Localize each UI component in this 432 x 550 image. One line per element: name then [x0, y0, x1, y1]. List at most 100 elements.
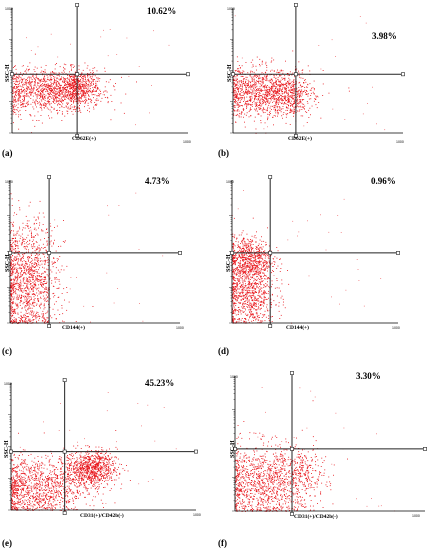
data-point	[83, 87, 85, 89]
data-point	[19, 94, 20, 96]
data-point	[42, 230, 44, 232]
data-point	[279, 70, 281, 72]
data-point	[302, 69, 304, 71]
data-point	[277, 112, 279, 114]
data-point	[19, 290, 21, 292]
data-point	[21, 88, 22, 90]
data-point	[73, 96, 75, 98]
data-point	[256, 107, 257, 109]
data-point	[266, 75, 267, 77]
data-point	[77, 106, 79, 108]
data-point	[274, 110, 276, 112]
data-point	[237, 109, 239, 110]
data-point	[33, 69, 35, 71]
data-point	[263, 108, 264, 110]
data-point	[54, 278, 56, 280]
data-point	[35, 248, 37, 250]
data-point	[51, 263, 53, 265]
data-point	[242, 260, 244, 262]
data-point	[30, 253, 32, 255]
data-point	[47, 261, 49, 263]
data-point	[51, 282, 53, 284]
data-point	[292, 72, 294, 74]
data-point	[85, 98, 87, 100]
data-point	[322, 95, 324, 96]
data-point	[31, 236, 33, 238]
data-point	[28, 251, 29, 253]
data-point	[276, 107, 278, 109]
data-point	[44, 88, 45, 90]
data-point	[292, 112, 294, 114]
data-point	[42, 94, 44, 96]
data-point	[81, 95, 83, 97]
data-point	[255, 105, 256, 107]
data-point	[59, 107, 61, 109]
data-point	[74, 76, 76, 78]
data-point	[74, 87, 76, 89]
data-point	[277, 99, 279, 101]
data-point	[22, 65, 24, 67]
data-point	[68, 95, 70, 96]
data-point	[27, 88, 29, 90]
data-point	[242, 244, 244, 246]
data-point	[11, 250, 12, 252]
data-point	[38, 247, 40, 249]
data-point	[30, 87, 32, 89]
data-point	[47, 269, 49, 271]
data-point	[46, 289, 48, 290]
data-point	[136, 81, 137, 83]
data-point	[260, 83, 262, 85]
data-point	[267, 109, 268, 111]
data-point	[233, 79, 235, 81]
data-point	[61, 92, 63, 94]
data-point	[26, 86, 28, 87]
data-point	[19, 97, 21, 99]
data-point	[25, 273, 27, 275]
data-point	[31, 271, 33, 273]
data-point	[276, 93, 278, 95]
data-point	[243, 263, 245, 265]
data-point	[27, 323, 28, 324]
data-point	[36, 96, 38, 98]
data-point	[299, 95, 301, 97]
data-point	[245, 268, 247, 270]
data-point	[249, 99, 251, 101]
data-point	[239, 93, 241, 95]
data-point	[238, 93, 240, 95]
data-point	[23, 100, 25, 101]
data-point	[49, 241, 51, 243]
data-point	[267, 116, 269, 118]
data-point	[61, 113, 63, 115]
data-point	[75, 95, 77, 97]
data-point	[53, 73, 55, 74]
data-point	[94, 94, 96, 96]
data-point	[15, 83, 16, 85]
data-point	[47, 287, 49, 289]
data-point	[12, 319, 14, 321]
data-point	[235, 87, 237, 88]
data-point	[82, 100, 83, 102]
data-point	[70, 97, 72, 99]
data-point	[85, 96, 87, 98]
data-point	[233, 105, 235, 107]
data-point	[21, 89, 22, 91]
data-point	[248, 269, 250, 270]
data-point	[85, 77, 86, 79]
data-point	[11, 283, 13, 284]
data-point	[264, 278, 266, 280]
data-point	[57, 56, 59, 58]
data-point	[285, 116, 287, 118]
data-point	[241, 57, 243, 59]
data-point	[276, 92, 278, 94]
data-point	[18, 277, 20, 279]
data-point	[45, 80, 47, 82]
data-point	[247, 245, 249, 247]
data-point	[261, 253, 263, 255]
data-point	[63, 88, 65, 90]
data-point	[264, 71, 266, 73]
data-point	[278, 90, 280, 92]
data-point	[11, 230, 13, 231]
data-point	[15, 256, 17, 258]
data-point	[79, 88, 81, 89]
data-point	[121, 76, 122, 78]
